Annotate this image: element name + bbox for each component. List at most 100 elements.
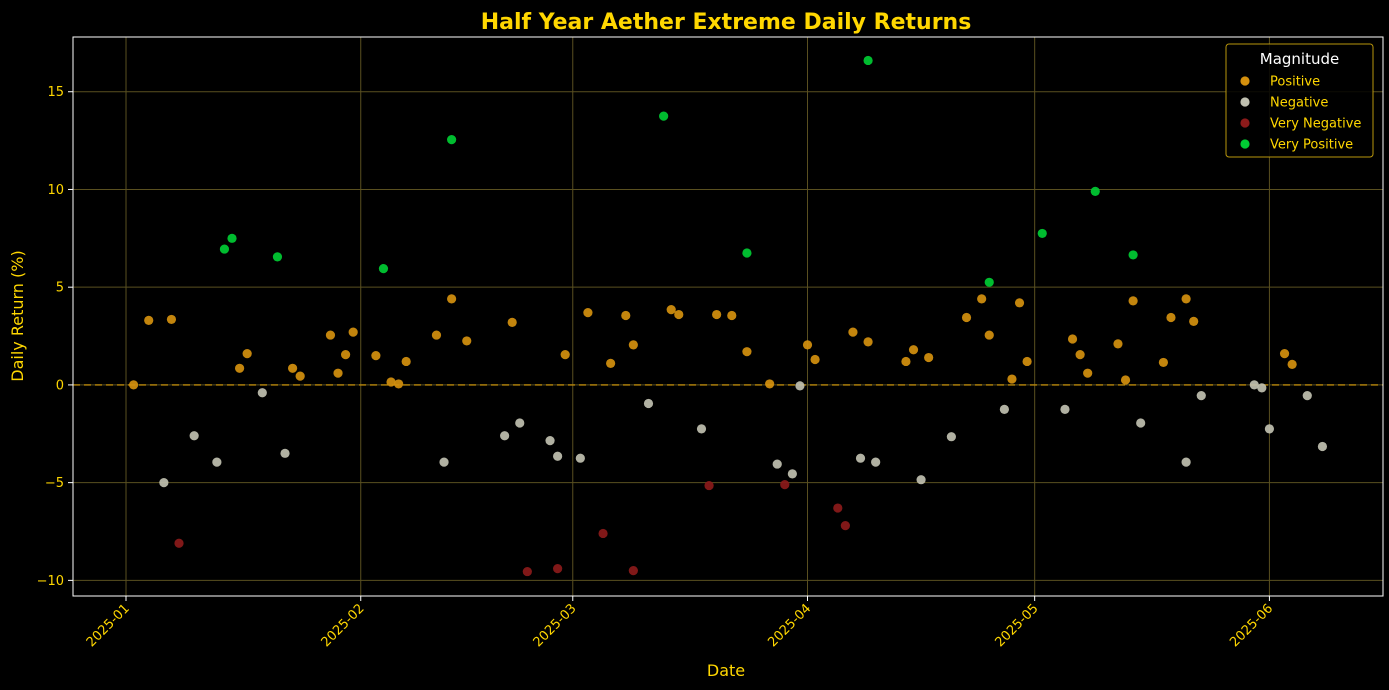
point-very-negative <box>522 566 532 577</box>
data-points <box>128 55 1328 577</box>
legend-entry-label: Very Negative <box>1270 117 1361 132</box>
point-negative <box>916 475 926 485</box>
point-positive <box>1083 368 1093 378</box>
point-very-negative <box>598 528 608 539</box>
point-positive <box>1279 349 1290 359</box>
point-positive <box>348 327 358 337</box>
point-positive <box>901 356 911 367</box>
point-positive <box>1007 374 1017 384</box>
point-positive <box>863 337 873 347</box>
point-positive <box>924 352 934 363</box>
point-positive <box>1075 350 1085 360</box>
point-negative <box>696 424 707 434</box>
point-positive <box>128 380 139 390</box>
point-positive <box>606 358 616 369</box>
point-very-negative <box>780 479 790 490</box>
point-very-positive <box>227 233 237 243</box>
point-positive <box>560 350 570 360</box>
point-positive <box>1166 312 1176 323</box>
point-positive <box>144 315 154 326</box>
y-tick-label: 0 <box>56 378 64 393</box>
point-negative <box>871 457 881 467</box>
point-negative <box>439 457 449 467</box>
point-positive <box>674 309 684 320</box>
point-negative <box>553 451 563 461</box>
chart-title: Half Year Aether Extreme Daily Returns <box>481 10 972 35</box>
point-positive <box>1022 356 1032 367</box>
point-negative <box>1060 404 1070 414</box>
legend-entry-label: Very Positive <box>1270 138 1353 153</box>
point-very-negative <box>840 521 850 531</box>
point-negative <box>1317 441 1328 452</box>
y-tick-label: 15 <box>47 85 64 100</box>
point-positive <box>765 379 775 389</box>
point-negative <box>1196 391 1206 401</box>
point-negative <box>787 469 797 479</box>
point-positive <box>908 345 919 355</box>
point-positive <box>742 347 752 357</box>
point-very-positive <box>447 135 457 145</box>
point-very-positive <box>219 244 230 254</box>
point-positive <box>447 294 457 304</box>
legend-entry-label: Negative <box>1270 96 1328 111</box>
point-very-positive <box>659 111 669 121</box>
point-very-negative <box>174 538 184 548</box>
legend-box <box>1225 43 1374 158</box>
point-very-positive <box>1037 228 1047 239</box>
point-negative <box>643 398 654 409</box>
point-negative <box>1257 383 1267 393</box>
point-positive <box>727 310 737 321</box>
point-very-negative <box>553 564 563 574</box>
point-positive <box>1128 296 1138 306</box>
point-positive <box>394 379 404 389</box>
point-positive <box>401 356 411 367</box>
y-tick-label: 10 <box>47 183 64 198</box>
point-positive <box>984 330 994 340</box>
point-positive <box>371 350 381 361</box>
point-negative <box>280 448 290 458</box>
point-positive <box>1181 294 1191 304</box>
point-very-negative <box>704 480 714 491</box>
point-negative <box>257 388 267 398</box>
point-positive <box>628 340 638 350</box>
point-negative <box>189 431 199 441</box>
point-positive <box>1189 316 1199 326</box>
point-positive <box>386 377 396 387</box>
point-negative <box>1181 457 1191 467</box>
y-tick-label: −5 <box>45 476 64 491</box>
legend-marker <box>1240 118 1250 128</box>
point-positive <box>712 309 722 320</box>
point-negative <box>855 453 866 463</box>
point-negative <box>1249 380 1259 390</box>
point-positive <box>802 340 813 350</box>
point-positive <box>583 307 593 318</box>
point-negative <box>515 418 525 428</box>
y-tick-label: 5 <box>56 281 64 296</box>
point-negative <box>795 381 805 391</box>
point-positive <box>1158 357 1169 368</box>
point-positive <box>666 305 676 315</box>
point-very-positive <box>378 264 389 274</box>
point-positive <box>234 363 245 373</box>
legend-marker <box>1240 139 1250 149</box>
point-very-positive <box>1128 250 1138 260</box>
point-positive <box>1067 334 1078 344</box>
point-negative <box>999 404 1009 414</box>
point-negative <box>1136 418 1146 428</box>
point-very-negative <box>833 503 843 513</box>
point-positive <box>462 336 472 346</box>
point-positive <box>1120 375 1131 385</box>
point-positive <box>325 330 336 340</box>
point-positive <box>287 363 298 373</box>
point-very-positive <box>863 55 873 66</box>
point-negative <box>159 478 169 488</box>
plot-area-frame <box>72 36 1384 597</box>
point-positive <box>242 349 252 359</box>
legend-title: Magnitude <box>1260 50 1339 68</box>
point-negative <box>500 431 510 441</box>
point-positive <box>166 314 177 325</box>
point-positive <box>333 368 343 378</box>
point-positive <box>1014 298 1025 308</box>
point-positive <box>431 330 442 340</box>
